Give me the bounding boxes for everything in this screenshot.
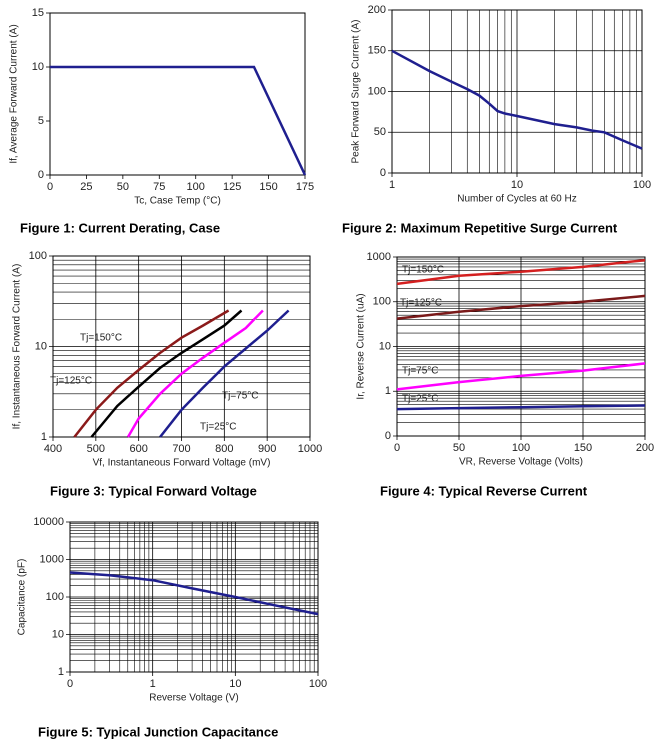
x-tick-label: 100 — [633, 179, 651, 191]
x-tick-label: 600 — [129, 443, 147, 455]
x-tick-label: 200 — [636, 442, 654, 454]
y-axis-title: If, Instantaneous Forward Current (A) — [12, 264, 23, 430]
y-tick-label: 10 — [379, 340, 391, 352]
x-tick-label: 150 — [574, 442, 592, 454]
x-tick-label: 800 — [215, 443, 233, 455]
x-tick-label: 1 — [389, 179, 395, 191]
series-label: Tj=75°C — [402, 366, 439, 377]
series-label: Tj=125°C — [50, 376, 92, 387]
series-label: Tj=150°C — [402, 265, 444, 276]
y-axis-title: Capacitance (pF) — [17, 559, 28, 636]
x-tick-label: 100 — [187, 181, 205, 193]
y-axis-title: Ir, Reverse Current (uA) — [356, 293, 367, 399]
y-tick-label: 1000 — [367, 251, 391, 263]
series-line — [69, 571, 319, 616]
x-tick-label: 400 — [44, 443, 62, 455]
series-line — [396, 258, 646, 286]
y-tick-label: 1000 — [40, 553, 64, 565]
y-tick-label: 5 — [38, 115, 44, 127]
plot-frame — [49, 12, 306, 176]
x-tick-label: 500 — [87, 443, 105, 455]
series-line — [50, 65, 307, 176]
series-line — [396, 294, 646, 320]
x-tick-label: 50 — [117, 181, 129, 193]
y-tick-label: 0 — [385, 430, 391, 442]
y-tick-label: 10 — [32, 61, 44, 73]
x-tick-label: 50 — [453, 442, 465, 454]
figure-caption: Figure 3: Typical Forward Voltage — [50, 483, 257, 498]
x-tick-label: 25 — [80, 181, 92, 193]
y-tick-label: 15 — [32, 7, 44, 19]
y-tick-label: 1 — [41, 431, 47, 443]
x-tick-label: 10 — [229, 678, 241, 690]
x-tick-label: 100 — [309, 678, 327, 690]
x-tick-label: 900 — [258, 443, 276, 455]
y-tick-label: 0 — [38, 169, 44, 181]
x-axis-title: Reverse Voltage (V) — [149, 693, 239, 704]
x-axis-title: Tc, Case Temp (°C) — [134, 196, 221, 207]
y-tick-label: 0 — [380, 167, 386, 179]
x-tick-label: 1 — [150, 678, 156, 690]
figure-caption: Figure 4: Typical Reverse Current — [380, 483, 588, 498]
series-line — [396, 362, 646, 391]
figure-caption: Figure 1: Current Derating, Case — [20, 220, 220, 235]
x-axis-title: Vf, Instantaneous Forward Voltage (mV) — [93, 458, 271, 469]
x-tick-label: 0 — [394, 442, 400, 454]
y-tick-label: 1 — [58, 666, 64, 678]
x-tick-label: 700 — [172, 443, 190, 455]
y-axis-title: Peak Forward Surge Current (A) — [351, 20, 362, 164]
figure-caption: Figure 2: Maximum Repetitive Surge Curre… — [342, 220, 618, 235]
series-line — [90, 309, 243, 438]
y-tick-label: 10 — [52, 628, 64, 640]
x-tick-label: 125 — [223, 181, 241, 193]
series-line — [126, 309, 264, 438]
y-axis-title: If, Average Forward Current (A) — [9, 24, 20, 163]
y-tick-label: 10 — [35, 340, 47, 352]
x-tick-label: 0 — [67, 678, 73, 690]
x-tick-label: 75 — [153, 181, 165, 193]
series-label: Tj=25°C — [402, 394, 439, 405]
x-axis-title: VR, Reverse Voltage (Volts) — [459, 457, 583, 468]
y-tick-label: 100 — [373, 296, 391, 308]
x-tick-label: 175 — [296, 181, 314, 193]
y-tick-label: 100 — [368, 85, 386, 97]
x-tick-label: 100 — [512, 442, 530, 454]
series-label: Tj=150°C — [80, 333, 122, 344]
y-tick-label: 100 — [29, 250, 47, 262]
y-tick-label: 1 — [385, 385, 391, 397]
plot-frame — [396, 256, 646, 437]
series-line — [396, 404, 646, 411]
x-tick-label: 10 — [511, 179, 523, 191]
plot-frame — [391, 9, 643, 174]
y-tick-label: 10000 — [33, 516, 64, 528]
x-tick-label: 150 — [259, 181, 277, 193]
series-label: Tj=75°C — [222, 391, 259, 402]
figure-caption: Figure 5: Typical Junction Capacitance — [38, 724, 278, 739]
x-tick-label: 1000 — [298, 443, 322, 455]
series-label: Tj=25°C — [200, 422, 237, 433]
x-tick-label: 0 — [47, 181, 53, 193]
y-tick-label: 200 — [368, 4, 386, 16]
series-line — [73, 309, 230, 438]
plot-frame — [69, 521, 319, 673]
y-tick-label: 150 — [368, 45, 386, 57]
series-line — [159, 309, 290, 438]
y-tick-label: 50 — [374, 126, 386, 138]
series-label: Tj=125°C — [400, 298, 442, 309]
plot-frame — [52, 255, 311, 438]
x-axis-title: Number of Cycles at 60 Hz — [457, 194, 577, 205]
y-tick-label: 100 — [46, 591, 64, 603]
series-line — [391, 49, 643, 150]
